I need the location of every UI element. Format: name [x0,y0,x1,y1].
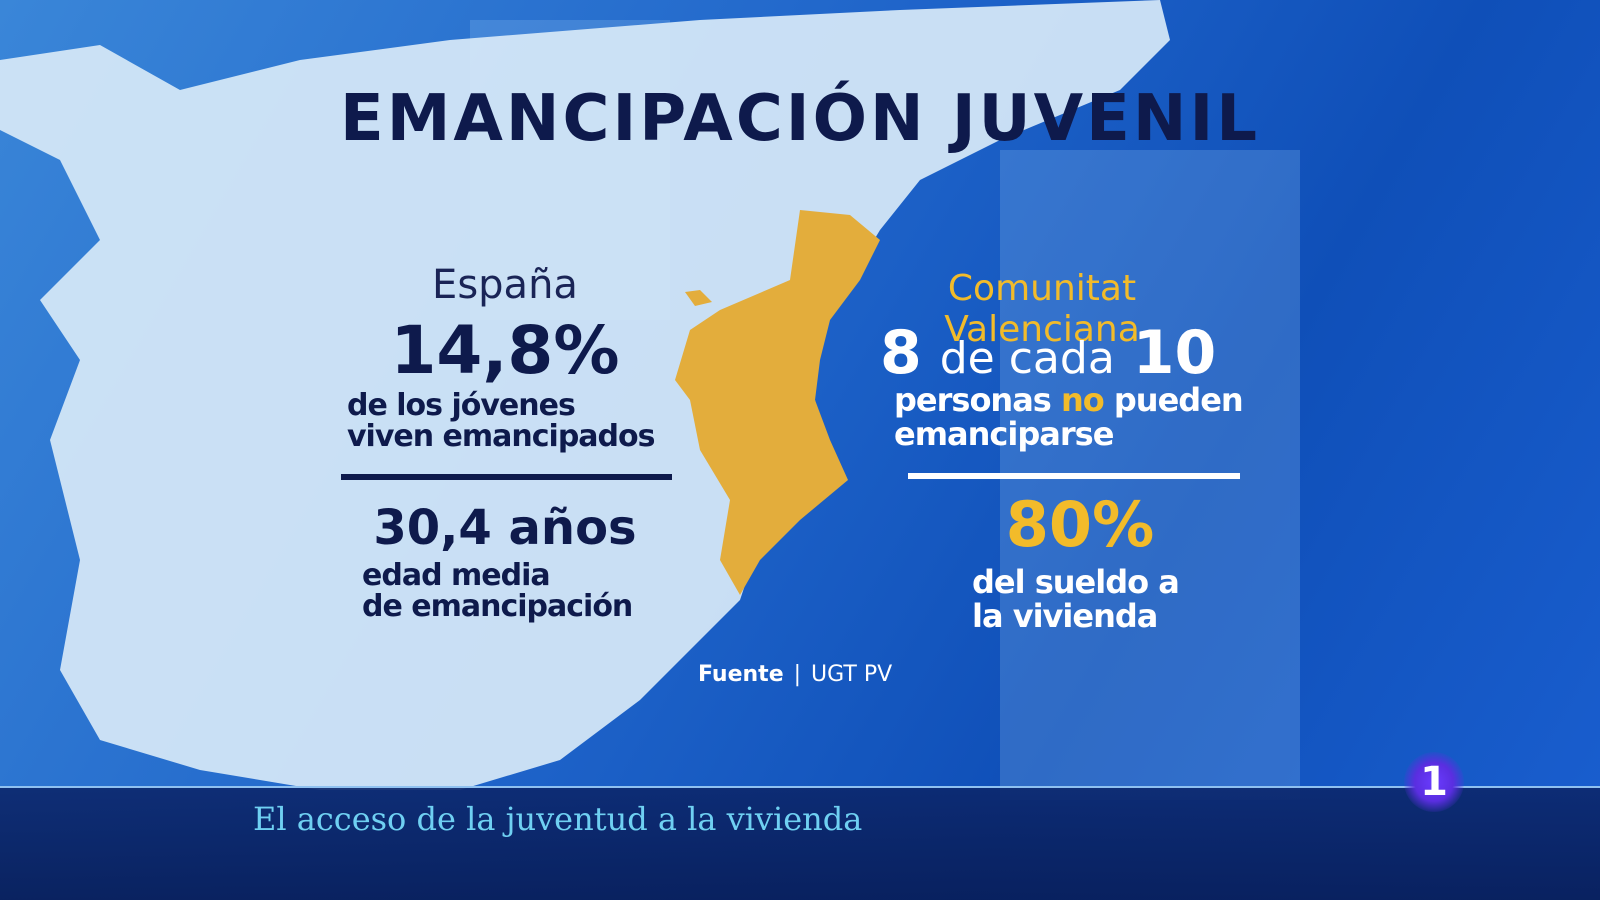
text-part: personas [894,381,1052,419]
ratio-part: 8 [880,318,922,388]
stat: 14,8% [390,312,620,389]
divider [908,473,1240,479]
text-line: de emancipación [362,589,633,624]
text-line: edad media [362,558,551,593]
spain-map [0,0,1170,790]
stat-text: de los jóvenes viven emancipados [347,388,655,454]
title: EMANCIPACIÓN JUVENIL [339,82,1261,156]
text-part: no [1060,381,1105,419]
stat-text: del sueldo a la vivienda [972,563,1180,635]
source-label: Fuente [698,662,784,687]
region-label: Comunitat Valenciana [944,268,1140,350]
text-part: pueden [1113,381,1244,419]
ticker-text: El acceso de la juventud a la vivienda [253,800,863,838]
channel-logo: 1 [1404,752,1464,812]
source: Fuente | UGT PV [698,662,892,687]
stat: 80% [1005,488,1155,561]
text-line: personas no pueden [894,381,1244,419]
stat-text: personas no pueden emanciparse [894,381,1244,453]
text-line: del sueldo a [972,563,1180,601]
ratio-part: 10 [1132,318,1217,388]
source-value: UGT PV [811,662,893,687]
stat-text: edad media de emancipación [362,558,633,624]
text-line: la vivienda [972,597,1158,635]
valencia-map [675,210,880,595]
text-line: de los jóvenes [347,388,576,423]
text-line: viven emancipados [347,419,655,454]
text-line: emanciparse [894,415,1114,453]
ratio-part: de cada [939,333,1115,384]
divider [341,474,672,480]
ticker-bar [0,786,1600,900]
region-label: España [432,262,578,308]
stat: 30,4 años [373,500,637,556]
ratio: 8 de cada 10 [880,318,1216,388]
separator: | [793,662,802,687]
